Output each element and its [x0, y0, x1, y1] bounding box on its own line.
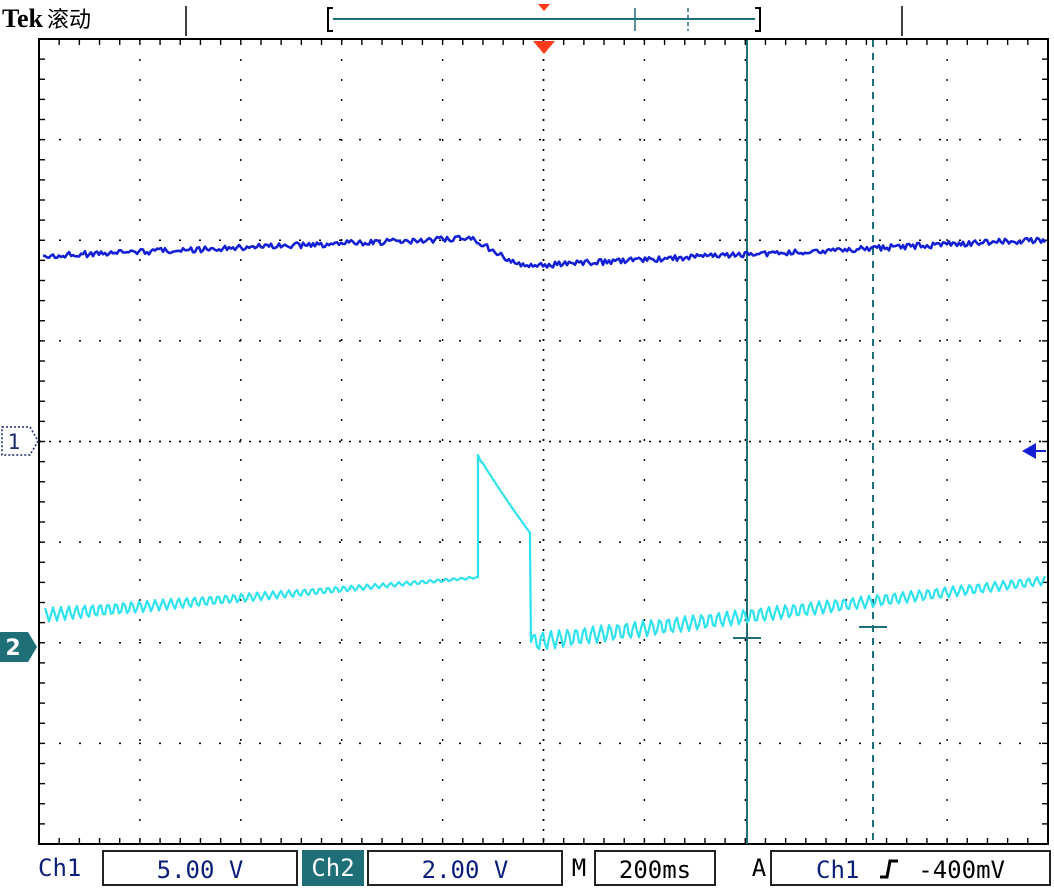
brand-logo: Tek 滚动	[2, 2, 91, 36]
timebase-label: M	[571, 854, 587, 882]
brand-name: Tek	[2, 4, 43, 33]
trigger-level-icon[interactable]	[1022, 443, 1036, 459]
trigger-source: Ch1	[816, 856, 860, 884]
channel-2-waveform	[43, 453, 1047, 650]
ch1-label[interactable]: Ch1	[38, 854, 82, 882]
trigger-mode-label: A	[751, 854, 767, 882]
rising-edge-icon	[879, 859, 898, 879]
trigger-readout[interactable]: Ch1 -400mV	[770, 850, 1051, 886]
graticule-grid	[38, 38, 1049, 845]
timebase-value[interactable]: 200ms	[594, 850, 716, 886]
channel-2-marker-label: 2	[5, 636, 20, 661]
record-view-window[interactable]	[327, 7, 761, 32]
channel-2-ground-marker[interactable]: 2	[0, 632, 37, 662]
trigger-level-value: -400mV	[918, 856, 1005, 884]
channel-1-waveform	[42, 234, 1047, 269]
channel-1-marker-label: 1	[8, 430, 21, 454]
acquisition-mode: 滚动	[46, 8, 91, 33]
ch1-scale[interactable]: 5.00 V	[102, 850, 298, 886]
channel-1-ground-marker[interactable]: 1	[1, 426, 39, 456]
trigger-position-icon[interactable]	[533, 41, 555, 54]
record-trigger-position-icon	[538, 4, 550, 11]
ch2-label[interactable]: Ch2	[302, 850, 364, 886]
ch2-scale[interactable]: 2.00 V	[367, 850, 563, 886]
